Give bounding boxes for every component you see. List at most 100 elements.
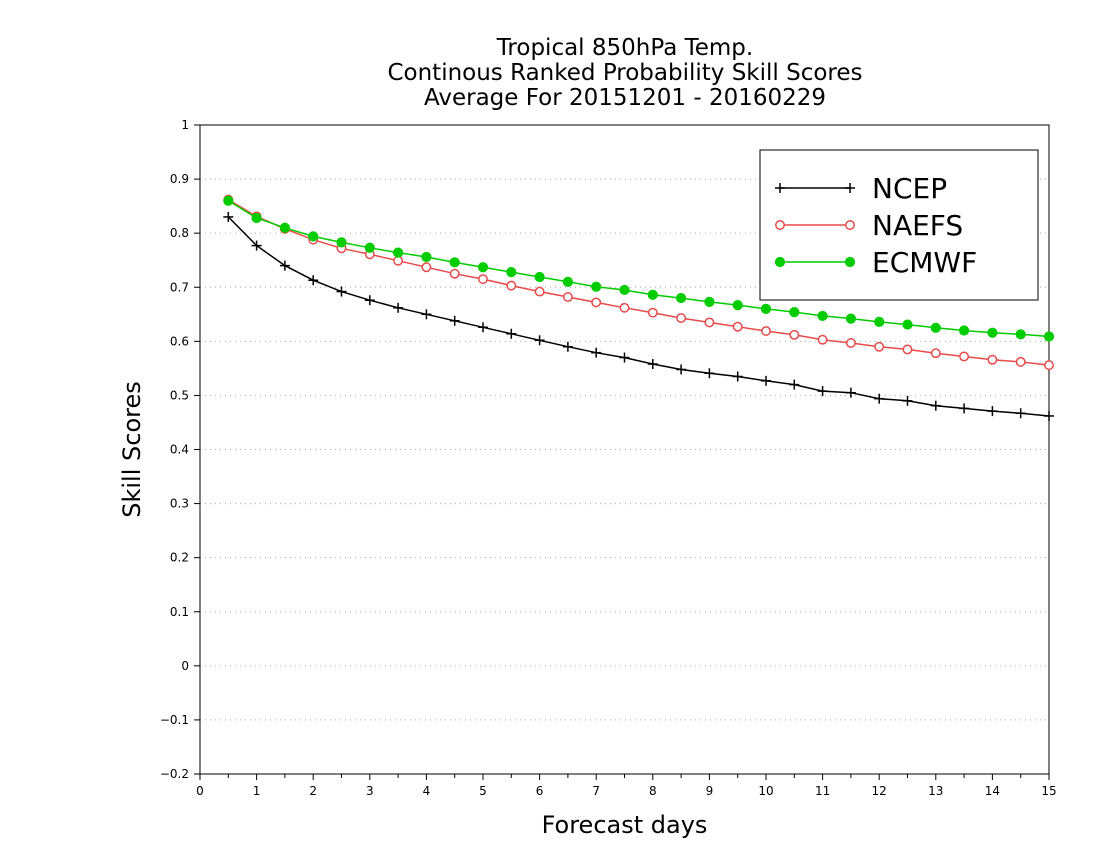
data-point-naefs xyxy=(930,348,941,359)
chart-title: Tropical 850hPa Temp. Continous Ranked P… xyxy=(200,36,1050,111)
title-line-3: Average For 20151201 - 20160229 xyxy=(423,85,827,111)
data-point-ncep xyxy=(676,364,687,375)
data-point-ncep xyxy=(449,315,460,326)
data-point-naefs xyxy=(761,326,771,337)
x-tick-label: 9 xyxy=(706,784,714,798)
y-tick-label: 0 xyxy=(181,659,189,673)
data-point-ncep xyxy=(308,275,319,286)
legend-item-naefs: NAEFS xyxy=(775,209,963,242)
data-point-ecmwf xyxy=(704,296,715,307)
data-point-ecmwf xyxy=(562,276,574,287)
data-point-ecmwf xyxy=(223,195,234,206)
data-point-ncep xyxy=(930,400,941,411)
legend: NCEP NAEFS ECMWF xyxy=(759,149,1039,301)
data-point-ecmwf xyxy=(845,313,857,324)
data-point-ncep xyxy=(902,395,913,406)
data-point-ncep xyxy=(478,322,488,333)
data-point-ncep xyxy=(336,286,347,297)
data-point-ncep xyxy=(732,371,743,382)
data-point-ecmwf xyxy=(477,262,489,273)
data-point-naefs xyxy=(562,292,573,302)
data-point-ecmwf xyxy=(279,222,290,233)
legend-marker xyxy=(845,183,855,193)
legend-marker xyxy=(774,256,786,268)
legend-label: NCEP xyxy=(872,172,947,205)
axis-ticks: −0.2−0.100.10.20.30.40.50.60.70.80.910 1 2… xyxy=(160,118,1057,798)
x-tick-label: 1 xyxy=(253,784,261,798)
data-point-ecmwf xyxy=(817,310,828,322)
data-point-ecmwf xyxy=(959,325,970,336)
x-axis-label: Forecast days xyxy=(542,811,708,839)
x-tick-label: 0 xyxy=(196,784,204,798)
x-tick-label: 10 xyxy=(758,784,773,798)
series-lines xyxy=(223,194,1055,421)
x-tick-label: 8 xyxy=(649,784,657,798)
x-tick-label: 7 xyxy=(592,784,600,798)
y-tick-label: 0.3 xyxy=(170,497,189,511)
data-point-ncep xyxy=(959,403,970,414)
data-point-naefs xyxy=(619,302,630,313)
y-tick-label: 1 xyxy=(181,118,189,132)
data-point-ecmwf xyxy=(760,303,772,314)
data-point-ecmwf xyxy=(421,251,432,263)
legend-marker xyxy=(845,220,855,230)
data-point-ncep xyxy=(789,379,800,390)
data-point-naefs xyxy=(449,268,460,279)
data-point-naefs xyxy=(845,338,856,348)
data-point-ncep xyxy=(562,341,573,352)
data-point-naefs xyxy=(704,317,715,328)
data-point-naefs xyxy=(817,334,828,345)
data-point-ncep xyxy=(987,406,998,417)
x-tick-label: 13 xyxy=(928,784,943,798)
data-point-ncep xyxy=(364,295,375,306)
data-point-ncep xyxy=(1044,410,1054,421)
y-axis-label: Skill Scores xyxy=(118,381,146,518)
x-tick-label: 3 xyxy=(366,784,374,798)
data-point-naefs xyxy=(1015,356,1026,367)
data-point-ecmwf xyxy=(506,267,517,278)
data-point-ecmwf xyxy=(789,307,800,318)
x-tick-label: 15 xyxy=(1041,784,1056,798)
y-tick-label: 0.9 xyxy=(170,172,189,186)
y-tick-label: 0.2 xyxy=(170,551,189,565)
data-point-ecmwf xyxy=(987,327,998,338)
data-point-ncep xyxy=(761,375,771,386)
legend-item-ncep: NCEP xyxy=(775,172,947,205)
x-tick-label: 11 xyxy=(815,784,830,798)
data-point-naefs xyxy=(506,280,517,291)
x-tick-label: 5 xyxy=(479,784,487,798)
data-point-naefs xyxy=(647,307,658,318)
data-point-naefs xyxy=(421,262,432,273)
y-tick-label: −0.1 xyxy=(160,713,189,727)
data-point-naefs xyxy=(874,341,885,352)
series-line-ncep xyxy=(227,216,1050,417)
data-point-naefs xyxy=(591,297,602,308)
data-point-ncep xyxy=(874,393,885,404)
data-point-ecmwf xyxy=(336,237,347,248)
data-point-ncep xyxy=(591,347,602,358)
series-ncep xyxy=(223,211,1054,421)
y-tick-label: 0.7 xyxy=(170,280,189,294)
data-point-ecmwf xyxy=(1015,329,1026,340)
data-point-naefs xyxy=(393,255,404,266)
x-tick-label: 2 xyxy=(309,784,317,798)
data-point-naefs xyxy=(1044,360,1054,371)
title-line-1: Tropical 850hPa Temp. xyxy=(496,35,754,61)
y-tick-label: 0.4 xyxy=(170,443,189,457)
x-tick-label: 14 xyxy=(985,784,1000,798)
data-point-ecmwf xyxy=(647,289,658,300)
legend-label: NAEFS xyxy=(872,209,963,242)
data-point-ncep xyxy=(845,387,856,398)
data-point-ecmwf xyxy=(930,322,941,333)
title-line-2: Continous Ranked Probability Skill Score… xyxy=(387,60,863,86)
data-point-naefs xyxy=(478,274,488,285)
data-point-ncep xyxy=(534,335,545,346)
data-point-ecmwf xyxy=(308,231,319,242)
legend-marker xyxy=(844,256,856,268)
data-point-ecmwf xyxy=(393,247,404,258)
data-point-ecmwf xyxy=(619,284,630,296)
data-point-naefs xyxy=(789,329,800,340)
y-tick-label: 0.1 xyxy=(170,605,189,619)
data-point-ncep xyxy=(251,240,262,251)
